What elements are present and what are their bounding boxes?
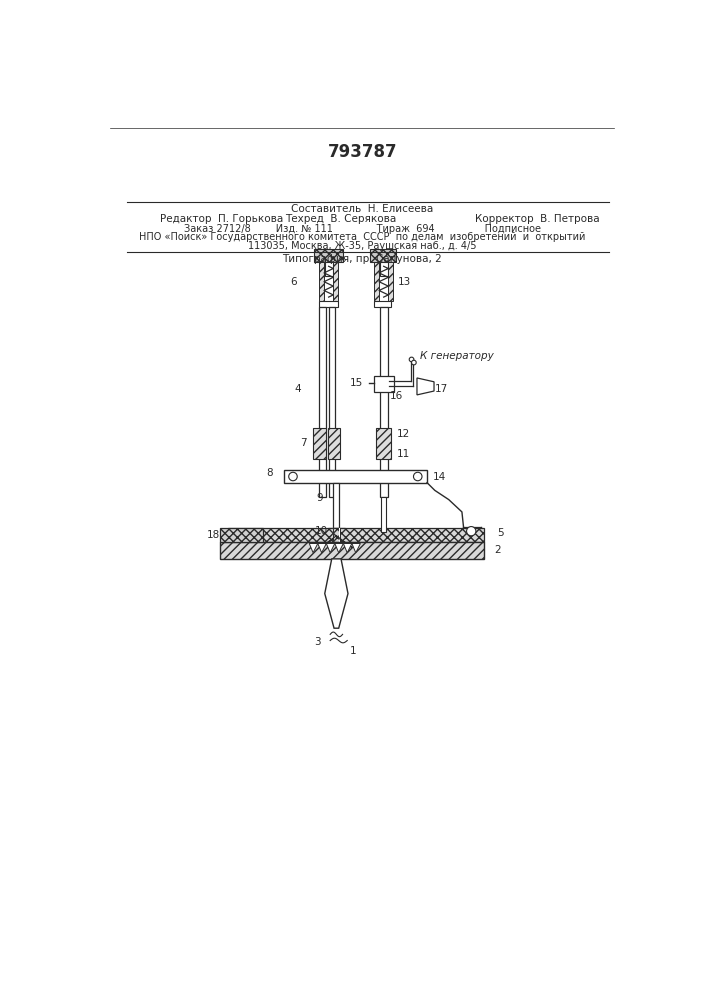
Circle shape [288,472,297,481]
Bar [370,249,396,262]
Bar [381,497,386,532]
Bar [333,262,338,301]
Bar [380,307,387,497]
Text: Заказ 2712/8        Изд. № 111              Тираж  694                Подписное: Заказ 2712/8 Изд. № 111 Тираж 694 Подпис… [184,224,541,234]
Text: 6: 6 [291,277,297,287]
Polygon shape [344,544,352,553]
Bar [374,262,379,301]
Bar [328,428,340,459]
Bar [220,542,484,559]
Text: Составитель  Н. Елисеева: Составитель Н. Елисеева [291,204,433,214]
Text: 15: 15 [350,378,363,388]
Text: 18: 18 [207,530,221,540]
Text: 14: 14 [433,472,446,482]
Bar [374,301,392,307]
Text: 16: 16 [390,391,404,401]
Text: 9: 9 [316,493,322,503]
Text: 17: 17 [435,384,448,394]
Circle shape [409,357,414,362]
Polygon shape [327,544,335,553]
Text: 1: 1 [350,646,357,656]
Text: Редактор  П. Горькова: Редактор П. Горькова [160,214,283,224]
Text: 4: 4 [294,384,301,394]
Bar [328,528,345,536]
Text: 793787: 793787 [327,143,397,161]
Bar [325,262,332,276]
Text: 11: 11 [397,449,409,459]
Polygon shape [335,544,344,553]
Text: 13: 13 [398,277,411,287]
Text: К генератору: К генератору [420,351,493,361]
Polygon shape [352,544,361,553]
Bar [320,307,325,497]
Bar [284,470,427,483]
Text: 5: 5 [497,528,504,538]
Polygon shape [417,378,434,395]
Text: НПО «Поиск» Государственного комитета  СССР  по делам  изобретений  и  открытий: НПО «Поиск» Государственного комитета СС… [139,232,585,242]
Text: 8: 8 [267,468,273,478]
Bar [314,249,344,262]
Text: 7: 7 [300,438,307,448]
Text: 113035, Москва, Ж-35, Раушская наб., д. 4/5: 113035, Москва, Ж-35, Раушская наб., д. … [248,241,477,251]
Bar [333,483,339,528]
Text: 10: 10 [315,526,327,536]
Circle shape [414,472,422,481]
Polygon shape [317,544,327,553]
Text: 12: 12 [397,429,409,439]
Bar [228,528,484,542]
Bar [313,428,325,459]
Bar [220,528,263,542]
Polygon shape [309,544,317,553]
Polygon shape [325,559,348,628]
Bar [376,428,392,459]
Text: Техред  В. Серякова: Техред В. Серякова [285,214,396,224]
Circle shape [411,360,416,365]
Text: 2: 2 [494,545,501,555]
Text: Корректор  В. Петрова: Корректор В. Петрова [475,214,600,224]
Circle shape [467,527,476,536]
Text: Типография, пр. Сапунова, 2: Типография, пр. Сапунова, 2 [283,254,442,264]
Text: 3: 3 [314,637,320,647]
Bar [320,262,324,301]
Bar [373,376,394,392]
Bar [380,262,387,276]
Bar [329,307,335,497]
Bar [388,262,393,301]
Bar [320,301,338,307]
